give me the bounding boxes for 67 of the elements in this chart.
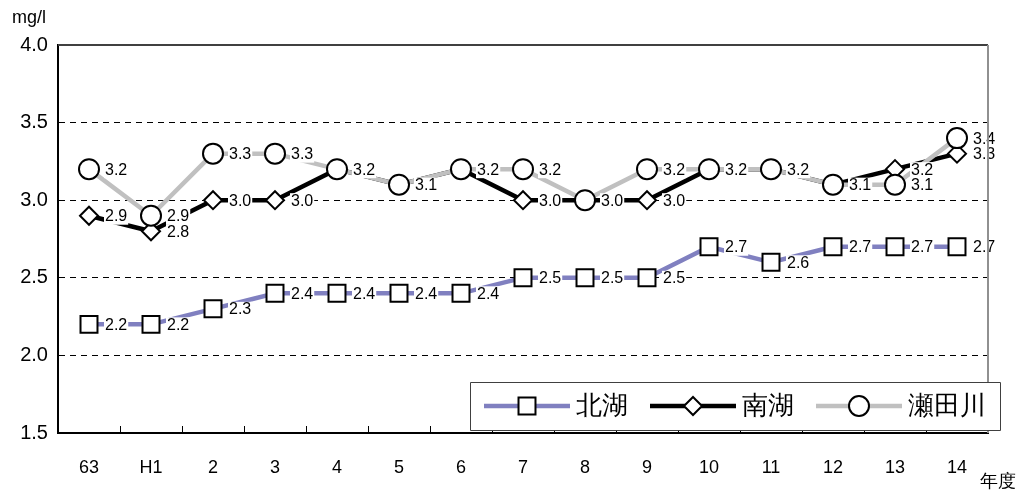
data-label: 3.1 — [415, 176, 438, 194]
data-label: 3.0 — [663, 191, 686, 209]
data-label: 3.1 — [849, 176, 872, 194]
x-tick-label: 10 — [698, 456, 720, 477]
data-label: 2.7 — [973, 238, 996, 256]
data-label: 3.2 — [539, 160, 562, 178]
data-label: 2.7 — [849, 238, 872, 256]
y-tick-label: 1.5 — [20, 420, 48, 443]
data-label: 3.3 — [291, 145, 314, 163]
data-label: 2.5 — [601, 269, 624, 287]
data-label: 3.2 — [477, 160, 500, 178]
x-tick-label: 13 — [884, 456, 906, 477]
x-tick-label: 9 — [641, 456, 653, 477]
data-label: 2.5 — [539, 269, 562, 287]
y-tick-label: 3.0 — [20, 187, 48, 210]
data-label: 2.7 — [911, 238, 934, 256]
x-tick-label: 4 — [331, 456, 343, 477]
x-tick-label: 6 — [455, 456, 467, 477]
point — [513, 190, 533, 211]
y-axis-title: mg/l — [12, 6, 47, 27]
data-label: 3.2 — [911, 160, 934, 178]
data-label: 2.3 — [229, 300, 252, 318]
x-tick-label: 14 — [946, 456, 968, 477]
data-label: 3.2 — [353, 160, 376, 178]
data-label: 3.2 — [787, 160, 810, 178]
data-label: 3.2 — [663, 160, 686, 178]
data-label: 3.3 — [229, 145, 252, 163]
x-tick-label: 8 — [579, 456, 591, 477]
x-tick-label: 2 — [207, 456, 219, 477]
data-label: 2.4 — [477, 284, 500, 302]
x-tick-label: 3 — [269, 456, 281, 477]
data-label: 3.0 — [539, 191, 562, 209]
data-label: 2.8 — [167, 222, 190, 240]
data-label: 2.4 — [415, 284, 438, 302]
legend-label: 北湖 — [576, 390, 628, 421]
data-label: 2.2 — [167, 315, 190, 333]
data-label: 3.0 — [291, 191, 314, 209]
y-tick-label: 3.5 — [20, 110, 48, 133]
data-label: 2.9 — [105, 207, 128, 225]
data-label: 3.2 — [105, 160, 128, 178]
legend-label: 瀬田川 — [908, 390, 986, 421]
data-label: 3.2 — [725, 160, 748, 178]
y-tick-label: 4.0 — [20, 32, 48, 55]
x-axis-title: 年度 — [980, 470, 1016, 491]
data-label: 2.2 — [105, 315, 128, 333]
point — [637, 190, 657, 211]
y-tick-label: 2.0 — [20, 342, 48, 365]
point — [265, 190, 285, 211]
data-label: 3.0 — [601, 191, 624, 209]
data-label: 3.0 — [229, 191, 252, 209]
data-label: 2.9 — [167, 207, 190, 225]
data-label: 3.1 — [911, 176, 934, 194]
y-tick-label: 2.5 — [20, 265, 48, 288]
x-tick-label: H1 — [139, 456, 163, 477]
x-tick-label: 12 — [822, 456, 844, 477]
legend-label: 南湖 — [742, 390, 794, 421]
point — [79, 205, 99, 226]
data-label: 2.7 — [725, 238, 748, 256]
data-label: 2.5 — [663, 269, 686, 287]
x-tick-label: 11 — [761, 456, 781, 477]
point — [203, 190, 223, 211]
x-tick-label: 63 — [78, 456, 100, 477]
x-tick-label: 5 — [393, 456, 405, 477]
x-tick-label: 7 — [517, 456, 529, 477]
data-label: 2.4 — [291, 284, 314, 302]
data-label: 2.4 — [353, 284, 376, 302]
data-label: 2.6 — [787, 253, 810, 271]
